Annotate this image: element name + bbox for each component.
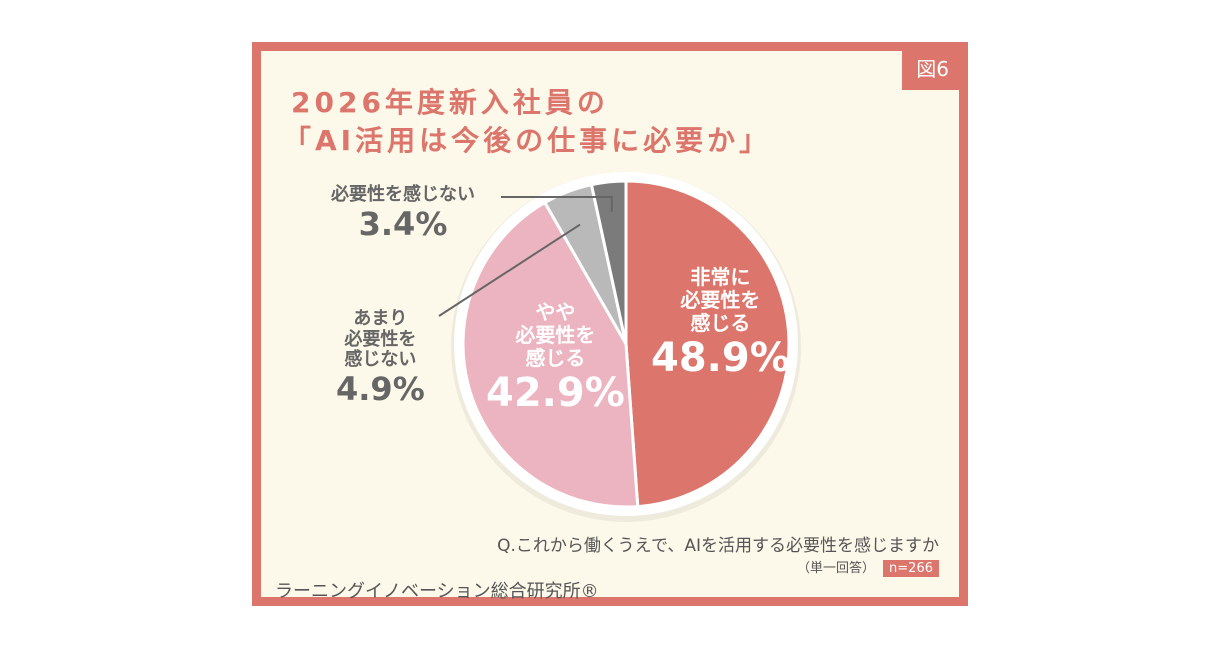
slice-value-2: 4.9% bbox=[336, 370, 425, 409]
slice-value-3: 3.4% bbox=[358, 204, 448, 243]
question-text: Q.これから働くうえで、AIを活用する必要性を感じますか bbox=[497, 536, 939, 556]
slice-label-1-line: 感じる bbox=[525, 346, 586, 370]
slice-label-1-line: 必要性を bbox=[515, 323, 596, 347]
slice-label-3-line: 必要性を感じない bbox=[331, 184, 475, 205]
figure-frame: 図6 2026年度新入社員の 「AI活用は今後の仕事に必要か」 非常に 必要性を… bbox=[252, 42, 968, 606]
slice-label-0-line: 感じる bbox=[690, 311, 751, 335]
answer-type: （単一回答） bbox=[797, 561, 876, 576]
slice-label-3: 必要性を感じない 3.4% bbox=[331, 184, 475, 243]
organization-name: ラーニングイノベーション総合研究所® bbox=[275, 581, 599, 602]
leader-line-2 bbox=[438, 223, 581, 317]
chart-title-line1: 2026年度新入社員の bbox=[291, 86, 609, 119]
slice-label-2-line: あまり bbox=[353, 308, 408, 329]
answer-info: （単一回答） n=266 bbox=[797, 557, 939, 577]
pie-slice-0 bbox=[624, 179, 791, 509]
figure-label: 図6 bbox=[902, 51, 959, 90]
slice-label-1: やや 必要性を 感じる 42.9% bbox=[486, 300, 625, 417]
slice-label-0-line: 非常に bbox=[690, 265, 751, 289]
slice-label-0-line: 必要性を bbox=[680, 288, 761, 312]
slice-label-2-line: 感じない bbox=[344, 349, 417, 371]
slice-label-1-line: やや bbox=[535, 300, 576, 324]
slice-label-2: あまり 必要性を 感じない 4.9% bbox=[336, 308, 425, 409]
slice-label-2-line: 必要性を bbox=[344, 328, 417, 350]
sample-size-badge: n=266 bbox=[883, 560, 939, 577]
pie-slice-1 bbox=[461, 200, 640, 509]
pie-chart bbox=[438, 172, 801, 522]
slice-value-0: 48.9% bbox=[651, 335, 790, 381]
chart-title-line2: 「AI活用は今後の仕事に必要か」 bbox=[283, 124, 772, 157]
pie-slice-3 bbox=[589, 179, 628, 345]
slice-value-1: 42.9% bbox=[486, 370, 625, 416]
slice-label-0: 非常に 必要性を 感じる 48.9% bbox=[651, 265, 790, 382]
leader-line-3 bbox=[501, 196, 613, 212]
